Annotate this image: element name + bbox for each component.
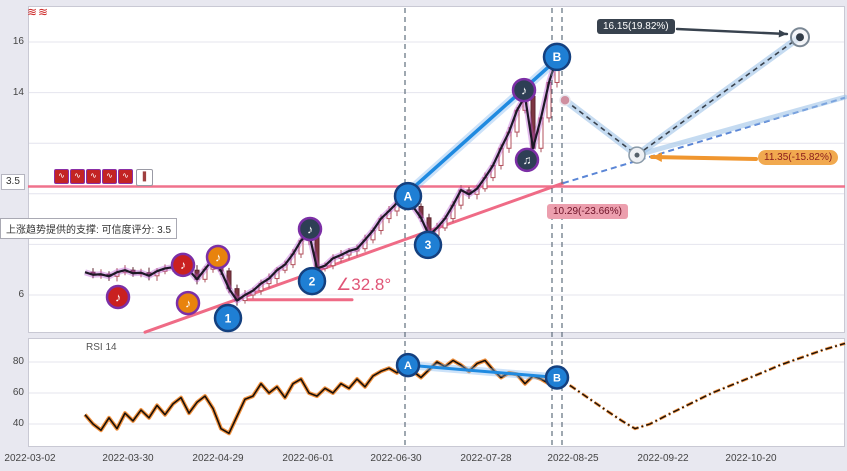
rating-badge-icon[interactable]: ∿ (102, 169, 117, 184)
support-score-label: 3.5 (1, 174, 25, 190)
candle-tool-icon[interactable]: ❚ (136, 169, 153, 186)
support-price-label: 10.29(-23.66%) (547, 204, 628, 219)
rsi-axis-tick: 60 (12, 387, 24, 398)
date-axis-tick: 2022-06-30 (370, 453, 422, 464)
date-axis-tick: 2022-10-20 (725, 453, 777, 464)
rating-badge-icon[interactable]: ∿ (70, 169, 85, 184)
date-axis-tick: 2022-06-01 (282, 453, 334, 464)
rsi-indicator-title: RSI 14 (86, 342, 117, 353)
price-axis-tick: 14 (12, 86, 24, 98)
rating-badge-icon[interactable]: ∿ (86, 169, 101, 184)
rating-badge-icon[interactable]: ∿ (118, 169, 133, 184)
date-axis-tick: 2022-08-25 (547, 453, 599, 464)
rating-badge-icon[interactable]: ∿ (54, 169, 69, 184)
date-axis-tick: 2022-03-30 (102, 453, 154, 464)
price-axis-tick: 16 (12, 36, 24, 47)
rsi-axis-tick: 40 (12, 418, 24, 429)
rsi-axis-tick: 80 (12, 356, 24, 367)
price-axis-tick: 6 (18, 289, 24, 300)
mid-price-label: 11.35(-15.82%) (758, 150, 839, 165)
date-axis-tick: 2022-09-22 (637, 453, 689, 464)
date-axis-tick: 2022-04-29 (192, 453, 244, 464)
date-axis-tick: 2022-03-02 (4, 453, 56, 464)
support-tooltip: 上涨趋势提供的支撑: 可信度评分: 3.5 (0, 218, 178, 239)
corner-wave-icon[interactable]: ≋≋ (27, 5, 50, 19)
rating-badges-row[interactable]: ∿ ∿ ∿ ∿ ∿ ❚ (54, 169, 153, 186)
target-price-label: 16.15(19.82%) (597, 19, 675, 34)
trend-angle-label: ∠32.8° (336, 275, 392, 294)
rsi-indicator-panel[interactable] (28, 338, 845, 447)
date-axis-tick: 2022-07-28 (460, 453, 512, 464)
